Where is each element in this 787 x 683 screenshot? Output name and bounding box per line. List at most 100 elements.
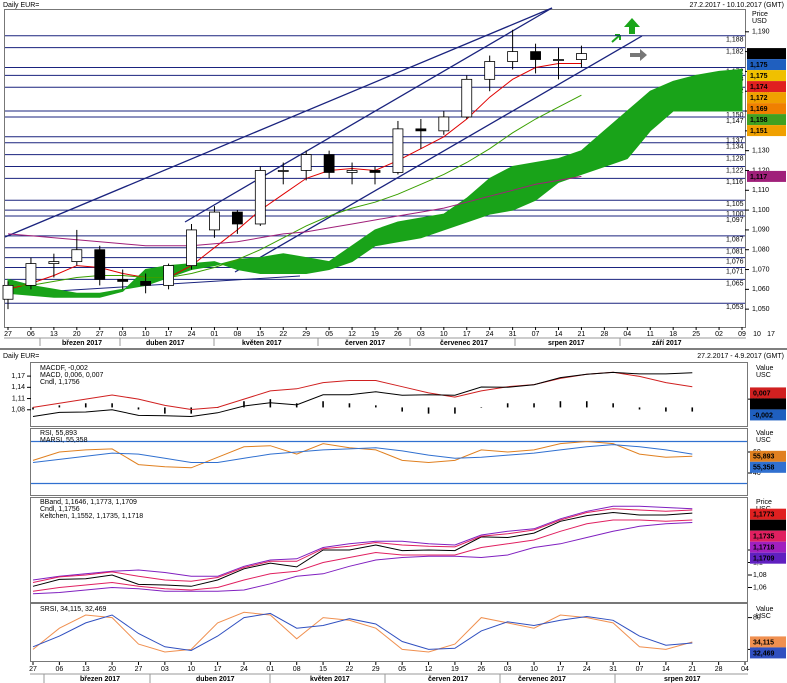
- candle-body: [2, 284, 14, 300]
- level-label: 1,076: [726, 258, 744, 265]
- x-tick-label: 28: [715, 666, 723, 673]
- price-tag-label: 1,158: [750, 117, 768, 124]
- price-tag-label: 1,179: [750, 51, 768, 58]
- histogram-bar: [506, 403, 509, 408]
- x-tick-label: 02: [715, 331, 723, 338]
- chart-subtitle: 27.2.2017 - 4.9.2017 (GMT): [697, 353, 784, 360]
- histogram-bar: [243, 401, 245, 408]
- month-label: březen 2017: [80, 676, 120, 683]
- price-tag: [750, 647, 786, 659]
- y-axis-label: Price: [756, 499, 772, 506]
- level-label: 1,137: [726, 138, 744, 145]
- month-label: duben 2017: [146, 340, 185, 347]
- price-tag: [747, 92, 786, 104]
- candle-body: [48, 261, 60, 264]
- y-tick-label: 40: [753, 470, 761, 477]
- y-tick-label: 1,060: [752, 286, 770, 293]
- y-tick-label: 80: [753, 614, 761, 621]
- y-axis-label: USC: [756, 613, 771, 620]
- level-label: 1,116: [726, 179, 743, 186]
- x-tick-label: 03: [161, 666, 169, 673]
- x-tick-label: 07: [636, 666, 644, 673]
- price-tag: [750, 519, 786, 531]
- price-tag-label: 0,007: [753, 390, 771, 397]
- month-label: srpen 2017: [548, 340, 585, 347]
- price-tag: [750, 541, 786, 553]
- srsi-frame: [30, 603, 748, 662]
- x-tick-label: 01: [266, 666, 274, 673]
- histogram-bar: [322, 401, 324, 408]
- histogram-bar: [691, 407, 694, 412]
- x-tick-label: 04: [741, 666, 749, 673]
- histogram-bar: [375, 405, 377, 408]
- x-tick-label: 24: [240, 666, 248, 673]
- month-label: červen 2017: [345, 340, 385, 347]
- histogram-bar: [480, 407, 483, 408]
- x-tick-label: 26: [477, 666, 485, 673]
- chart-subtitle: 27.2.2017 - 10.10.2017 (GMT): [689, 2, 784, 9]
- candle-body: [71, 249, 83, 263]
- x-tick-label: 08: [233, 331, 241, 338]
- rsi-frame: [30, 428, 748, 496]
- indicator-line: [32, 522, 693, 595]
- price-tag: [750, 508, 786, 520]
- price-tag: [747, 59, 786, 71]
- y-tick-label: 1,14: [11, 384, 25, 391]
- x-tick-label: 19: [371, 331, 379, 338]
- x-tick-label: 12: [425, 666, 433, 673]
- x-tick-label: 10: [530, 666, 538, 673]
- x-tick-label: 29: [372, 666, 380, 673]
- month-label: srpen 2017: [664, 676, 701, 683]
- level-label: 1,147: [726, 118, 744, 125]
- histogram-bar: [638, 407, 641, 410]
- x-tick-label: 26: [394, 331, 402, 338]
- candle-body: [94, 249, 106, 280]
- price-tag-label: 1,1709: [753, 556, 775, 563]
- level-label: 1,100: [726, 211, 744, 218]
- x-tick-label: 06: [55, 666, 63, 673]
- x-tick-label: 09: [738, 331, 746, 338]
- y-tick-label: 1,080: [752, 247, 770, 254]
- bband-frame: [30, 497, 748, 603]
- ichimoku-cloud: [7, 68, 743, 298]
- histogram-bar: [58, 405, 61, 408]
- level-label: 1,087: [726, 237, 744, 244]
- level-label: 1,128: [726, 155, 744, 162]
- price-tag: [750, 409, 786, 421]
- price-tag: [750, 461, 786, 473]
- histogram-bar: [348, 403, 351, 408]
- x-tick-label: 10: [753, 331, 761, 338]
- x-tick-label: 24: [486, 331, 494, 338]
- month-label: červenec 2017: [440, 340, 488, 347]
- x-tick-label: 15: [319, 666, 327, 673]
- x-tick-label: 27: [29, 666, 37, 673]
- price-tag-label: 1,151: [750, 128, 768, 135]
- month-label: červen 2017: [428, 676, 468, 683]
- candle-body: [209, 211, 220, 231]
- price-tag: [747, 48, 786, 60]
- x-tick-label: 31: [609, 666, 617, 673]
- x-tick-label: 31: [509, 331, 517, 338]
- x-tick-label: 17: [767, 331, 775, 338]
- x-tick-label: 27: [4, 331, 12, 338]
- candle-body: [140, 281, 152, 286]
- histogram-bar: [190, 407, 193, 414]
- price-tag-label: 34,115: [753, 639, 774, 646]
- x-tick-label: 27: [135, 666, 143, 673]
- x-tick-label: 03: [119, 331, 127, 338]
- x-tick-label: 10: [142, 331, 150, 338]
- level-label: 1,134: [726, 144, 744, 151]
- x-tick-label: 20: [73, 331, 81, 338]
- x-tick-label: 07: [532, 331, 540, 338]
- chart-title: Daily EUR=: [3, 2, 39, 9]
- legend-entry: Cndl, 1,1756: [40, 379, 80, 386]
- x-tick-label: 04: [623, 331, 631, 338]
- legend-entry: Cndl, 1,1756: [40, 506, 80, 513]
- macd-frame: [30, 362, 748, 427]
- x-tick-label: 24: [583, 666, 591, 673]
- histogram-bar: [585, 401, 588, 408]
- candle-body: [163, 265, 174, 286]
- x-tick-label: 14: [662, 666, 670, 673]
- price-tag: [747, 103, 786, 115]
